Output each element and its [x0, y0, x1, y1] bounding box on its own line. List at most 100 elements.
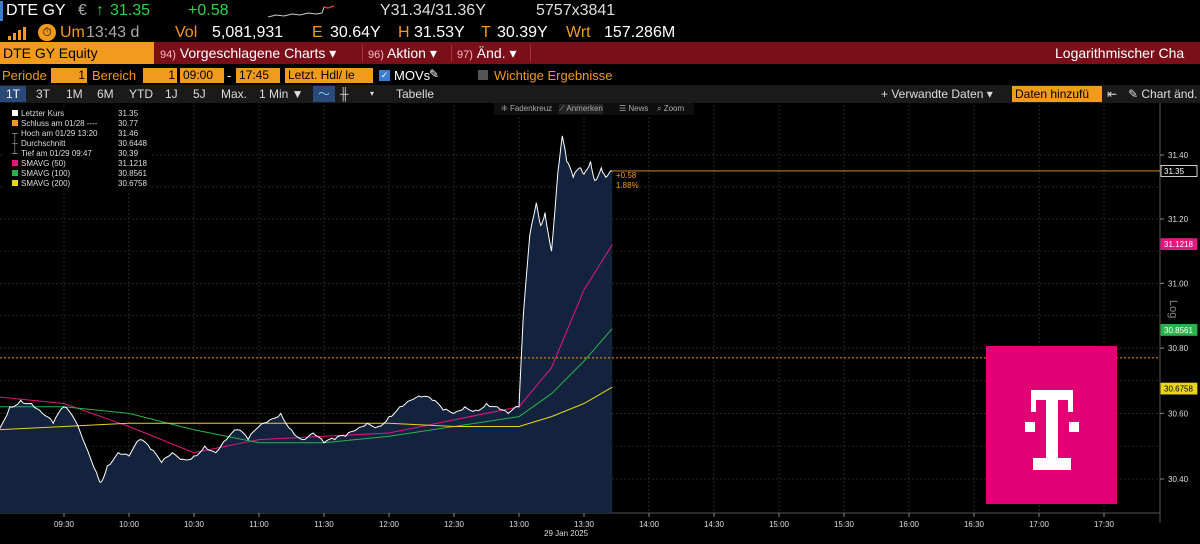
menu-num: 94): [160, 49, 176, 61]
tf-3t[interactable]: 3T: [36, 87, 51, 101]
tf-1m[interactable]: 1M: [66, 87, 83, 101]
series-smavg-50-: [0, 244, 613, 454]
x-tick-label: 16:30: [964, 520, 985, 529]
stats-bar: ⏱ Um 13:43 d Vol 5,081,931 E 30.64Y H 31…: [0, 22, 1200, 42]
divider: [362, 45, 363, 61]
results-label: Wichtige Ergebnisse: [494, 68, 613, 83]
crosshair-tool[interactable]: ⁜ Fadenkreuz: [501, 104, 552, 113]
legend-value: 30.77: [118, 119, 139, 128]
high-value: 31.53Y: [414, 24, 465, 41]
series-smavg-200-: [0, 386, 613, 431]
tf-1j[interactable]: 1J: [165, 87, 178, 101]
legend-last: Letzter Kurs: [12, 109, 64, 119]
menu-num: 97): [457, 49, 473, 61]
currency-symbol: €: [78, 2, 87, 19]
table-button[interactable]: Tabelle: [396, 87, 435, 101]
tool-label: Fadenkreuz: [509, 104, 553, 113]
x-tick-label: 16:00: [899, 520, 920, 529]
legend-label: Hoch am 01/29 13:20: [21, 129, 98, 138]
legend-label: SMAVG (100): [21, 169, 71, 178]
legend-value: 31.46: [118, 129, 139, 138]
x-tick-label: 10:00: [119, 520, 140, 529]
legend-high: ┬ Hoch am 01/29 13:20: [12, 129, 98, 139]
focus-marker: [0, 1, 3, 21]
pencil-icon: ✎: [1128, 87, 1142, 101]
x-tick-label: 11:30: [314, 520, 334, 529]
telekom-t-icon: [1025, 390, 1079, 470]
ticker[interactable]: DTE GY: [6, 2, 66, 19]
time-label: Um: [60, 24, 85, 41]
legend-close: Schluss am 01/28 ----: [12, 119, 97, 129]
axis-price-tag: [1160, 238, 1198, 250]
annotate-icon: ⟋: [559, 104, 567, 113]
x-tick-label: 13:30: [574, 520, 595, 529]
period-label: Periode: [2, 68, 47, 83]
x-tick-label: 17:30: [1094, 520, 1115, 529]
news-tool[interactable]: ☰ News: [619, 104, 648, 113]
movs-checkbox[interactable]: ✓: [379, 70, 390, 81]
add-data-button[interactable]: Daten hinzufü: [1012, 86, 1102, 102]
divider: [451, 45, 452, 61]
legend-marker: ┴: [12, 149, 18, 158]
menu-suggested-charts[interactable]: 94) Vorgeschlagene Charts ▾: [160, 44, 336, 62]
y-tick-label: 30.40: [1168, 475, 1189, 484]
tf-1t[interactable]: 1T: [0, 86, 26, 102]
legend-label: SMAVG (50): [21, 159, 66, 168]
security-name[interactable]: DTE GY Equity: [0, 42, 154, 64]
tf-max[interactable]: Max.: [221, 87, 248, 101]
movs-label: MOVs: [394, 68, 431, 83]
x-tick-label: 14:00: [639, 520, 660, 529]
x-tick-label: 15:00: [769, 520, 790, 529]
crosshair-icon: ⁜: [501, 104, 510, 113]
time-value: 13:43 d: [86, 24, 140, 41]
x-tick-label: 17:00: [1029, 520, 1050, 529]
clock-icon[interactable]: ⏱: [38, 24, 56, 41]
legend-value: 31.1218: [118, 159, 147, 168]
tf-5j[interactable]: 5J: [193, 87, 206, 101]
interval-select[interactable]: 1 Min ▼: [259, 87, 304, 101]
legend-average: ┼ Durchschnitt: [12, 139, 65, 149]
axis-price-label: 31.1218: [1164, 240, 1193, 249]
quote-bar: DTE GY € ↑ 31.35 +0.58 Y31.34/31.36Y 575…: [0, 0, 1200, 22]
related-data-button[interactable]: + Verwandte Daten ▾: [881, 87, 993, 101]
menu-change[interactable]: 97) Änd. ▾: [457, 44, 517, 62]
line-chart-icon[interactable]: 〜: [313, 86, 335, 102]
menu-action[interactable]: 96) Aktion ▾: [368, 44, 437, 62]
price-chart[interactable]: 31.40 31.20 31.00 30.80 30.60 30.40 09:30 10:00…: [0, 103, 1200, 544]
results-checkbox[interactable]: [478, 70, 488, 80]
period-input[interactable]: 1: [51, 68, 87, 83]
tf-ytd[interactable]: YTD: [129, 87, 153, 101]
expand-icon[interactable]: ⇤: [1107, 87, 1118, 101]
y-tick-label: 30.80: [1168, 344, 1189, 353]
tool-label: Anmerken: [566, 104, 603, 113]
tf-6m[interactable]: 6M: [97, 87, 114, 101]
legend-label: Tief am 01/29 09:47: [21, 149, 92, 158]
divider: [530, 45, 531, 61]
low-value: 30.39Y: [497, 24, 548, 41]
last-trade-select[interactable]: Letzt. Hdl/ le: [285, 68, 373, 83]
legend-value: 30.8561: [118, 169, 147, 178]
legend-swatch: [12, 160, 18, 166]
zoom-tool[interactable]: ⌕ Zoom: [657, 104, 684, 114]
last-price: 31.35: [110, 2, 151, 19]
axis-price-label: 30.8561: [1164, 326, 1193, 335]
annotate-tool[interactable]: ⟋ Anmerken: [559, 104, 603, 114]
price-change: +0.58: [188, 2, 229, 19]
bid-ask-size: 5757x3841: [536, 2, 616, 19]
chart-edit-button[interactable]: ✎ Chart änd.: [1128, 86, 1197, 102]
x-tick-label: 12:00: [379, 520, 400, 529]
range-input[interactable]: 1: [143, 68, 177, 83]
legend-value: 30.6758: [118, 179, 147, 188]
pct-annotation: 1.88%: [616, 181, 639, 190]
pencil-icon[interactable]: ✎: [429, 67, 440, 81]
legend-value: 31.35: [118, 109, 139, 118]
x-tick-label: 15:30: [834, 520, 855, 529]
bar-chart-icon[interactable]: ╫: [340, 87, 349, 101]
legend-smavg200: SMAVG (200): [12, 179, 70, 189]
time-to-input[interactable]: 17:45: [236, 68, 280, 83]
y-tick-label: 30.60: [1168, 409, 1189, 418]
chevron-down-icon[interactable]: ▾: [370, 89, 375, 98]
time-from-input[interactable]: 09:00: [180, 68, 224, 83]
low-label: T: [481, 24, 491, 41]
axis-price-tag: [1160, 165, 1198, 177]
